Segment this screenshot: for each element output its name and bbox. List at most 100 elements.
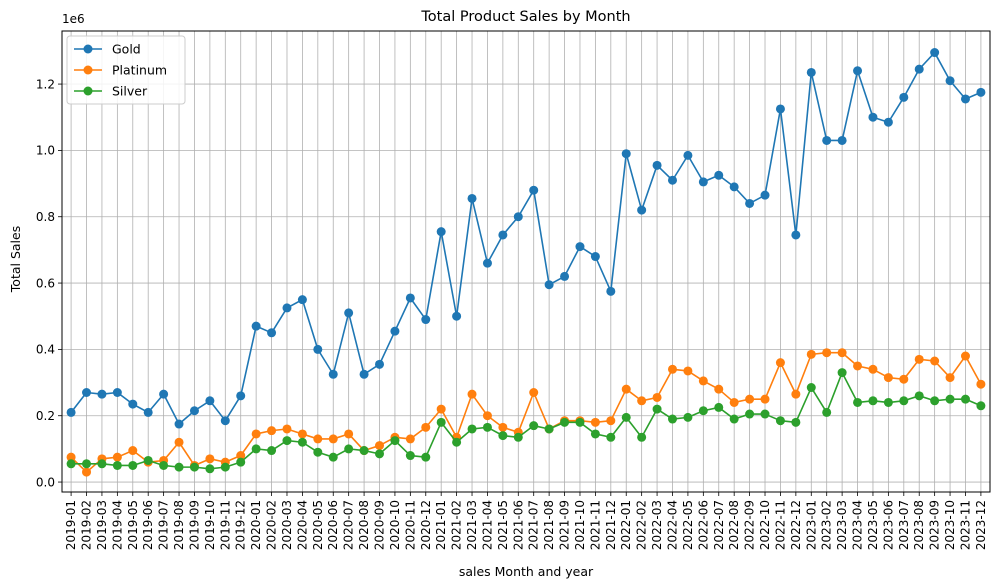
x-tick-label: 2023-07 [897, 500, 911, 550]
x-tick-label: 2019-03 [95, 500, 109, 550]
series-gold [66, 48, 986, 429]
data-point-silver [837, 368, 847, 378]
x-tick-label: 2022-01 [619, 500, 633, 550]
x-tick-label: 2021-08 [542, 500, 556, 550]
data-point-gold [837, 135, 847, 145]
data-point-platinum [930, 356, 940, 366]
data-point-platinum [652, 392, 662, 402]
data-point-silver [775, 416, 785, 426]
data-point-silver [652, 404, 662, 414]
x-tick-label: 2019-08 [172, 500, 186, 550]
data-point-gold [930, 48, 940, 58]
data-point-gold [452, 311, 462, 321]
chart-title: Total Product Sales by Month [420, 9, 630, 25]
data-point-gold [729, 182, 739, 192]
x-tick-label: 2022-06 [696, 500, 710, 550]
data-point-gold [745, 198, 755, 208]
data-point-gold [405, 293, 415, 303]
data-point-platinum [267, 426, 277, 436]
data-point-platinum [344, 429, 354, 439]
x-tick-label: 2022-12 [789, 500, 803, 550]
data-point-platinum [760, 394, 770, 404]
data-point-gold [66, 407, 76, 417]
data-point-gold [868, 112, 878, 122]
data-point-platinum [436, 404, 446, 414]
x-tick-label: 2021-10 [573, 500, 587, 550]
data-point-silver [590, 429, 600, 439]
x-tick-label: 2021-02 [450, 500, 464, 550]
data-point-silver [66, 459, 76, 469]
x-tick-label: 2023-04 [851, 500, 865, 550]
data-point-gold [436, 227, 446, 237]
grid [62, 31, 990, 492]
legend: Gold Platinum Silver [66, 35, 186, 105]
data-point-platinum [714, 384, 724, 394]
data-point-gold [282, 303, 292, 313]
data-point-gold [621, 149, 631, 159]
x-tick-label: 2021-12 [604, 500, 618, 550]
legend-entry-gold: Gold [74, 42, 141, 57]
data-point-gold [791, 230, 801, 240]
x-tick-label: 2020-06 [326, 500, 340, 550]
data-point-gold [714, 170, 724, 180]
data-point-silver [97, 459, 107, 469]
data-point-platinum [128, 446, 138, 456]
data-point-silver [282, 436, 292, 446]
series-line-silver [71, 371, 982, 470]
data-point-platinum [914, 354, 924, 364]
x-tick-label: 2019-04 [110, 500, 124, 550]
data-point-platinum [590, 417, 600, 427]
x-tick-label: 2020-03 [280, 500, 294, 550]
x-tick-label: 2020-01 [249, 500, 263, 550]
plot-area-frame [61, 30, 991, 493]
data-point-platinum [82, 467, 92, 477]
data-point-silver [297, 437, 307, 447]
x-tick-label: 2022-03 [650, 500, 664, 550]
y-axis-label: Total Sales [8, 226, 23, 293]
data-point-gold [267, 328, 277, 338]
x-tick-label: 2019-05 [126, 500, 140, 550]
data-point-gold [976, 87, 986, 97]
x-tick-label: 2020-11 [403, 500, 417, 550]
data-point-gold [899, 92, 909, 102]
data-point-silver [159, 460, 169, 470]
data-point-gold [775, 104, 785, 114]
x-tick-label: 2023-02 [820, 500, 834, 550]
data-point-gold [421, 315, 431, 325]
data-point-gold [390, 326, 400, 336]
data-point-platinum [853, 361, 863, 371]
x-tick-label: 2022-04 [665, 500, 679, 550]
x-tick-label: 2021-01 [434, 500, 448, 550]
data-point-silver [328, 452, 338, 462]
x-tick-label: 2020-04 [295, 500, 309, 550]
x-tick-label: 2023-10 [943, 500, 957, 550]
data-point-platinum [775, 358, 785, 368]
data-point-gold [297, 295, 307, 305]
data-point-gold [128, 399, 138, 409]
x-tick-label: 2019-12 [234, 500, 248, 550]
data-point-gold [482, 258, 492, 268]
data-point-gold [914, 64, 924, 74]
data-point-platinum [745, 394, 755, 404]
series-silver [66, 368, 986, 474]
data-point-silver [267, 446, 277, 456]
data-point-silver [529, 421, 539, 431]
x-tick-label: 2021-09 [558, 500, 572, 550]
data-point-silver [390, 436, 400, 446]
data-point-platinum [729, 397, 739, 407]
legend-marker-silver [83, 86, 93, 96]
x-tick-label: 2021-05 [496, 500, 510, 550]
x-tick-label: 2023-12 [974, 500, 988, 550]
data-point-gold [590, 252, 600, 262]
legend-box [66, 35, 186, 105]
data-point-silver [359, 446, 369, 456]
x-tick-label: 2019-10 [203, 500, 217, 550]
data-point-silver [606, 432, 616, 442]
data-point-silver [405, 451, 415, 461]
data-point-platinum [945, 373, 955, 383]
legend-label-silver: Silver [112, 84, 148, 99]
x-tick-label: 2023-05 [866, 500, 880, 550]
data-point-gold [82, 388, 92, 398]
x-tick-label: 2020-10 [388, 500, 402, 550]
